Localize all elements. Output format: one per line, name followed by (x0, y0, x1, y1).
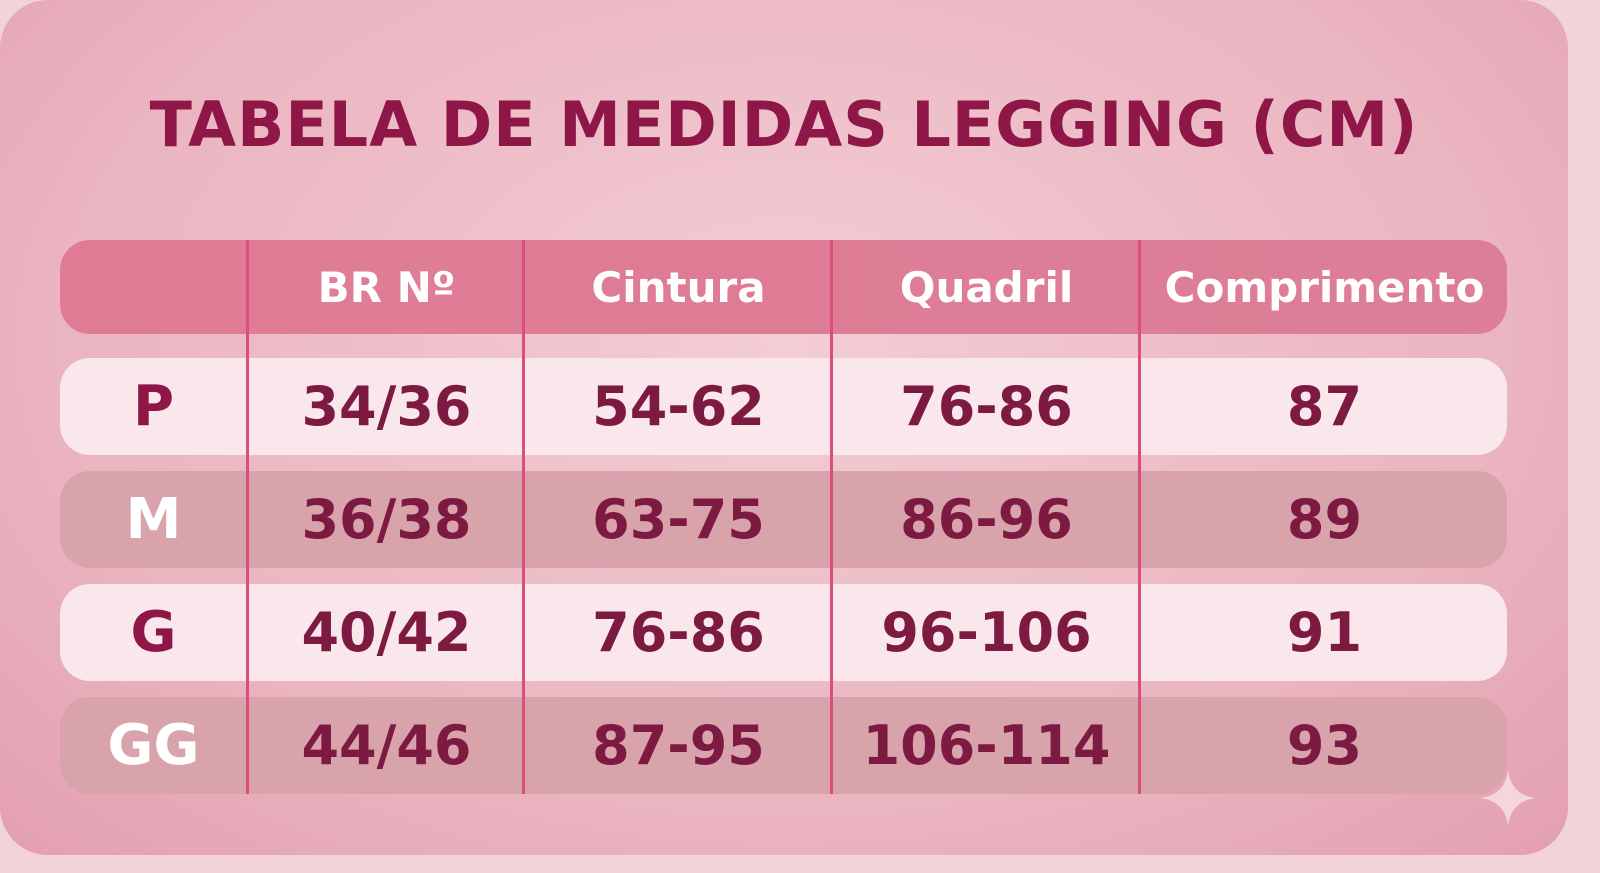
measure-value: 63-75 (592, 488, 765, 551)
table-row (60, 358, 1507, 455)
measure-value: 91 (1286, 601, 1363, 664)
size-label: P (132, 374, 175, 439)
size-label: G (130, 600, 177, 665)
size-chart-card: TABELA DE MEDIDAS LEGGING (CM) BR Nº Cint… (0, 0, 1568, 855)
table-row (60, 697, 1507, 794)
measure-value: 89 (1286, 488, 1363, 551)
sparkle-icon (1480, 770, 1536, 826)
column-divider (246, 240, 249, 794)
measure-value: 87-95 (592, 714, 765, 777)
column-header: Cintura (591, 262, 766, 312)
table-row (60, 471, 1507, 568)
measure-value: 34/36 (301, 375, 472, 438)
measure-value: 36/38 (301, 488, 472, 551)
measure-value: 40/42 (301, 601, 472, 664)
measure-value: 44/46 (301, 714, 472, 777)
measure-value: 93 (1286, 714, 1363, 777)
column-divider (522, 240, 525, 794)
table-row (60, 584, 1507, 681)
column-header: Comprimento (1164, 262, 1485, 312)
measure-value: 96-106 (881, 601, 1092, 664)
column-divider (830, 240, 833, 794)
column-header: BR Nº (317, 262, 456, 312)
size-label: M (125, 487, 182, 552)
measure-value: 76-86 (900, 375, 1073, 438)
column-header: Quadril (899, 262, 1074, 312)
measure-value: 86-96 (900, 488, 1073, 551)
header-row (60, 240, 1507, 334)
size-label: GG (107, 713, 200, 778)
measure-value: 76-86 (592, 601, 765, 664)
measure-value: 87 (1286, 375, 1363, 438)
title: TABELA DE MEDIDAS LEGGING (CM) (149, 88, 1419, 161)
column-divider (1138, 240, 1141, 794)
measure-value: 54-62 (592, 375, 765, 438)
measure-value: 106-114 (862, 714, 1111, 777)
